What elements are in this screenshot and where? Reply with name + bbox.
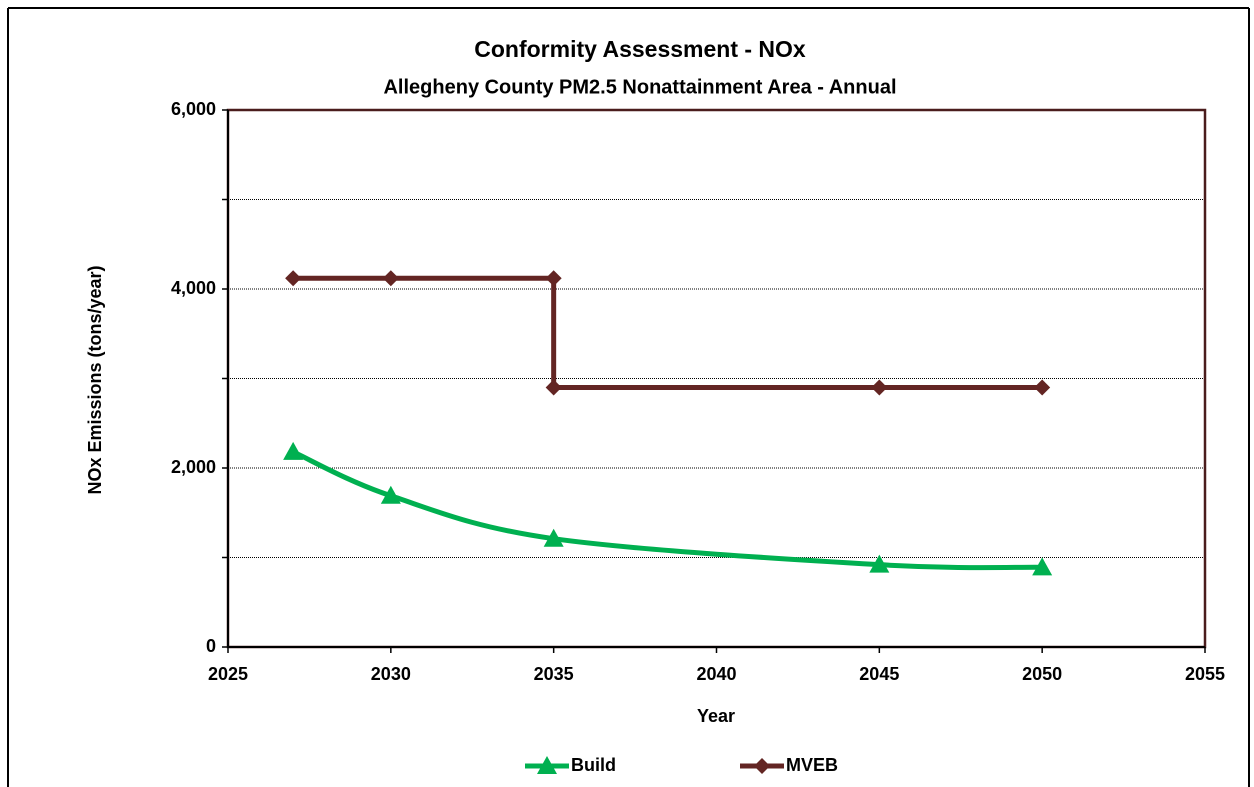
x-tick-label: 2055 xyxy=(1185,664,1225,684)
marker-triangle xyxy=(537,756,557,774)
legend-label: MVEB xyxy=(786,755,838,775)
x-axis-label: Year xyxy=(697,706,735,726)
marker-diamond xyxy=(871,379,888,396)
y-tick-label: 0 xyxy=(206,636,216,656)
marker-triangle xyxy=(380,485,401,504)
x-tick-label: 2045 xyxy=(859,664,899,684)
marker-diamond xyxy=(1034,379,1051,396)
y-axis-label: NOx Emissions (tons/year) xyxy=(85,265,105,494)
chart-subtitle: Allegheny County PM2.5 Nonattainment Are… xyxy=(383,76,896,98)
chart-title: Conformity Assessment - NOx xyxy=(474,36,806,62)
marker-triangle xyxy=(543,528,564,547)
marker-triangle xyxy=(869,554,890,573)
x-tick-label: 2040 xyxy=(696,664,736,684)
x-tick-label: 2050 xyxy=(1022,664,1062,684)
marker-diamond xyxy=(285,270,302,287)
marker-diamond xyxy=(382,270,399,287)
marker-triangle xyxy=(1032,557,1053,576)
marker-diamond xyxy=(545,270,562,287)
x-tick-label: 2035 xyxy=(534,664,574,684)
marker-triangle xyxy=(283,441,304,460)
x-tick-label: 2030 xyxy=(371,664,411,684)
y-tick-label: 6,000 xyxy=(171,99,216,119)
marker-diamond xyxy=(754,758,770,774)
x-tick-label: 2025 xyxy=(208,664,248,684)
series-line xyxy=(292,449,1043,571)
y-tick-label: 2,000 xyxy=(171,457,216,477)
y-tick-label: 4,000 xyxy=(171,278,216,298)
marker-diamond xyxy=(545,379,562,396)
series-line xyxy=(293,275,1043,390)
legend-label: Build xyxy=(571,755,616,775)
